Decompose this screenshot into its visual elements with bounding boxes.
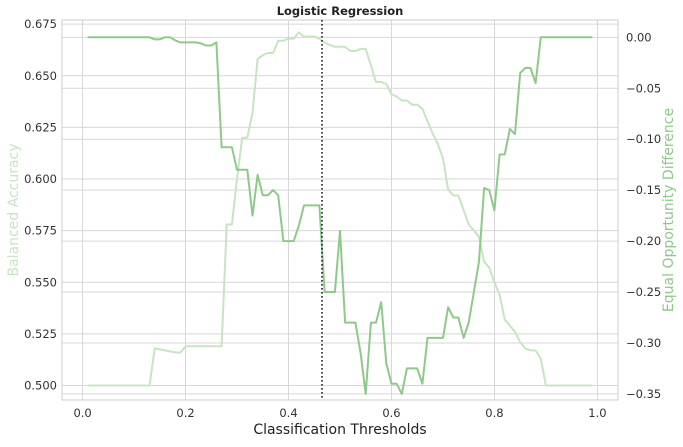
left-axis-ticks: 0.500 0.525 0.550 0.575 0.600 0.625 0.650 0.675 bbox=[24, 17, 57, 392]
right-tick-label: −0.35 bbox=[626, 387, 661, 401]
left-tick-label: 0.500 bbox=[24, 379, 57, 393]
right-tick-label: −0.25 bbox=[626, 285, 661, 299]
x-axis-ticks: 0.0 0.2 0.4 0.6 0.8 1.0 bbox=[73, 406, 606, 420]
left-tick-label: 0.600 bbox=[24, 172, 57, 186]
right-tick-label: −0.30 bbox=[626, 336, 661, 350]
right-tick-label: −0.20 bbox=[626, 234, 661, 248]
x-tick-label: 0.8 bbox=[485, 406, 503, 420]
x-tick-label: 1.0 bbox=[588, 406, 606, 420]
right-axis-label: Equal Opportunity Difference bbox=[661, 108, 677, 312]
left-axis-label: Balanced Accuracy bbox=[6, 143, 22, 276]
right-tick-label: −0.05 bbox=[626, 81, 661, 95]
x-tick-label: 0.6 bbox=[382, 406, 400, 420]
left-tick-label: 0.675 bbox=[24, 17, 57, 31]
right-tick-label: 0.00 bbox=[626, 30, 652, 44]
x-tick-label: 0.2 bbox=[176, 406, 194, 420]
x-tick-label: 0.0 bbox=[73, 406, 91, 420]
right-tick-label: −0.10 bbox=[626, 132, 661, 146]
right-tick-label: −0.15 bbox=[626, 183, 661, 197]
balanced-accuracy-line bbox=[87, 31, 593, 387]
grid-lines bbox=[62, 20, 618, 400]
x-axis-label: Classification Thresholds bbox=[253, 422, 426, 438]
equal-opportunity-line bbox=[87, 36, 593, 395]
left-tick-label: 0.525 bbox=[24, 327, 57, 341]
left-tick-label: 0.650 bbox=[24, 69, 57, 83]
x-tick-label: 0.4 bbox=[279, 406, 297, 420]
left-tick-label: 0.625 bbox=[24, 120, 57, 134]
left-tick-label: 0.550 bbox=[24, 275, 57, 289]
left-tick-label: 0.575 bbox=[24, 224, 57, 238]
right-axis-ticks: 0.00 −0.05 −0.10 −0.15 −0.20 −0.25 −0.30 −0.35 bbox=[626, 30, 661, 401]
plot-frame bbox=[61, 19, 619, 401]
series-lines bbox=[87, 31, 593, 395]
chart-title: Logistic Regression bbox=[277, 4, 404, 18]
